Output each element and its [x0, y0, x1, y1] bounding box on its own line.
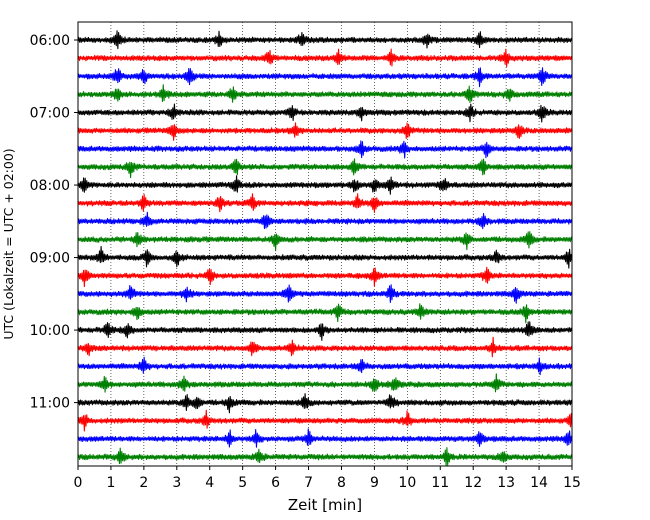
y-tick-label: 06:00 — [30, 33, 70, 49]
x-tick-label: 5 — [238, 475, 247, 491]
plot-frame — [77, 21, 573, 467]
x-tick-label: 2 — [139, 475, 148, 491]
seismic-traces — [77, 30, 573, 467]
x-tick-label: 6 — [271, 475, 280, 491]
seismic-trace-1000 — [77, 321, 573, 341]
seismic-trace-1030 — [77, 356, 573, 376]
seismic-trace-1145 — [77, 447, 573, 467]
x-tick-label: 14 — [530, 475, 548, 491]
x-axis-ticks: 0 1 2 3 4 5 6 7 8 9 10 11 12 13 14 15 — [74, 466, 581, 491]
x-tick-label: 3 — [172, 475, 181, 491]
seismic-trace-1045 — [77, 373, 573, 393]
seismic-trace-0715 — [77, 122, 573, 141]
seismic-trace-0700 — [77, 103, 573, 123]
seismic-trace-1100 — [77, 393, 573, 414]
x-tick-label: 0 — [74, 475, 83, 491]
x-axis-label: Zeit [min] — [288, 496, 362, 514]
x-tick-label: 13 — [497, 475, 515, 491]
y-tick-label: 09:00 — [30, 251, 70, 267]
seismic-trace-0800 — [77, 175, 573, 195]
seismic-trace-1115 — [77, 409, 573, 432]
seismic-trace-0930 — [77, 284, 573, 304]
seismic-trace-0600 — [77, 30, 573, 50]
y-axis-ticks: 06:00 07:00 08:00 09:00 10:00 11:00 — [30, 33, 78, 412]
seismic-trace-0615 — [77, 48, 573, 68]
y-tick-label: 10:00 — [30, 323, 70, 339]
seismic-trace-1015 — [77, 336, 573, 358]
x-tick-label: 10 — [398, 475, 416, 491]
x-tick-label: 15 — [563, 475, 581, 491]
y-tick-label: 11:00 — [30, 396, 70, 412]
x-tick-label: 7 — [304, 475, 313, 491]
seismic-trace-0945 — [77, 303, 573, 324]
seismic-trace-1130 — [77, 428, 573, 448]
y-axis-label: UTC (Lokalzeit = UTC + 02:00) — [1, 148, 16, 339]
y-tick-label: 08:00 — [30, 178, 70, 194]
y-tick-label: 07:00 — [30, 106, 70, 122]
seismic-trace-0915 — [77, 266, 573, 288]
seismic-trace-0815 — [77, 193, 573, 213]
seismic-trace-0645 — [77, 84, 573, 104]
x-tick-label: 12 — [464, 475, 482, 491]
seismic-trace-0630 — [77, 67, 573, 88]
x-tick-label: 4 — [205, 475, 214, 491]
seismic-trace-0830 — [77, 211, 573, 230]
seismic-trace-0900 — [77, 245, 573, 269]
x-tick-label: 9 — [370, 475, 379, 491]
x-tick-label: 8 — [337, 475, 346, 491]
x-tick-label: 11 — [431, 475, 449, 491]
x-tick-label: 1 — [106, 475, 115, 491]
grid-lines — [110, 22, 540, 466]
seismic-trace-0730 — [77, 140, 573, 159]
seismic-trace-0845 — [77, 231, 573, 252]
seismic-trace-0745 — [77, 158, 573, 179]
